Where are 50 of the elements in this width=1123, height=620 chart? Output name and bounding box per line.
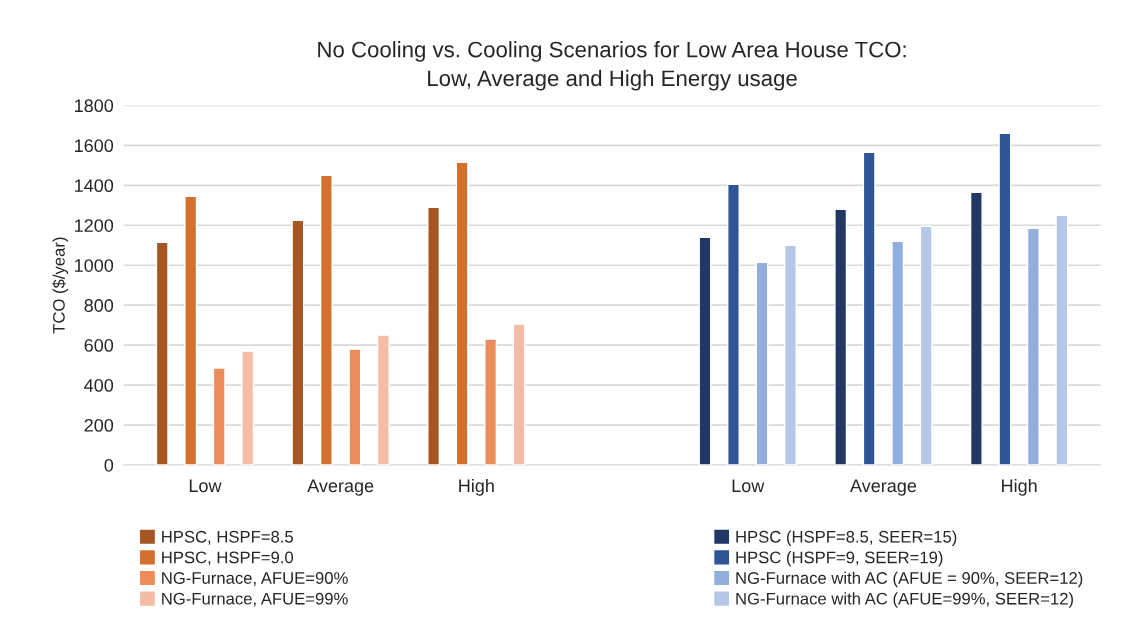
bar (455, 161, 469, 465)
bar (427, 206, 441, 465)
bar (834, 208, 848, 465)
bar (155, 241, 169, 465)
y-tick-label: 1400 (75, 179, 114, 193)
y-tick-label: 800 (84, 299, 114, 312)
legend-label: HPSC, HSPF=8.5 (162, 530, 293, 545)
legend-label: HPSC (HSPF=8.5, SEER=15) (736, 530, 957, 546)
bar (484, 338, 498, 465)
x-tick-label: Average (850, 479, 917, 496)
y-tick-label: 1000 (75, 259, 114, 272)
bar (891, 240, 905, 465)
bar (1026, 227, 1040, 465)
bar (348, 348, 362, 465)
bar (755, 261, 769, 465)
x-tick-label: Low (732, 479, 765, 493)
y-tick-label: 1800 (75, 99, 114, 113)
bar (698, 236, 712, 465)
bar (291, 219, 305, 465)
y-tick-label: 1600 (75, 139, 114, 153)
bar (1055, 214, 1069, 465)
bar (919, 225, 933, 465)
y-tick-label: 1200 (75, 219, 114, 232)
bar (512, 323, 526, 465)
y-tick-label: 0 (104, 458, 114, 472)
y-tick-label: 600 (84, 339, 114, 352)
legend-label: NG-Furnace with AC (AFUE=99%, SEER=12) (736, 592, 1073, 608)
legend-label: HPSC, HSPF=9.0 (162, 551, 294, 566)
x-tick-label: High (1002, 478, 1037, 496)
bar (784, 244, 797, 465)
chart-title: No Cooling vs. Cooling Scenarios for Low Area House TCO: Low, Average and High Energy usage (318, 41, 906, 91)
legend-label: HPSC (HSPF=9, SEER=19) (736, 551, 943, 567)
bar (241, 350, 255, 465)
x-tick-label: High (459, 478, 494, 496)
x-tick-label: Low (189, 479, 222, 493)
y-tick-label: 200 (84, 418, 114, 432)
bar (727, 183, 740, 465)
bar (212, 367, 226, 465)
bar (969, 191, 983, 465)
x-tick-label: Average (307, 479, 374, 496)
y-axis-title: TCO ($/year) (52, 237, 69, 334)
y-tick-label: 400 (84, 379, 114, 392)
bar (319, 174, 333, 465)
legend-label: NG-Furnace, AFUE=99% (162, 592, 348, 607)
bar (184, 195, 198, 465)
bar (376, 334, 390, 465)
legend-label: NG-Furnace, AFUE=90% (162, 572, 348, 586)
bar (862, 151, 876, 465)
bar (998, 132, 1012, 465)
legend-label: NG-Furnace with AC (AFUE = 90%, SEER=12) (736, 571, 1083, 588)
